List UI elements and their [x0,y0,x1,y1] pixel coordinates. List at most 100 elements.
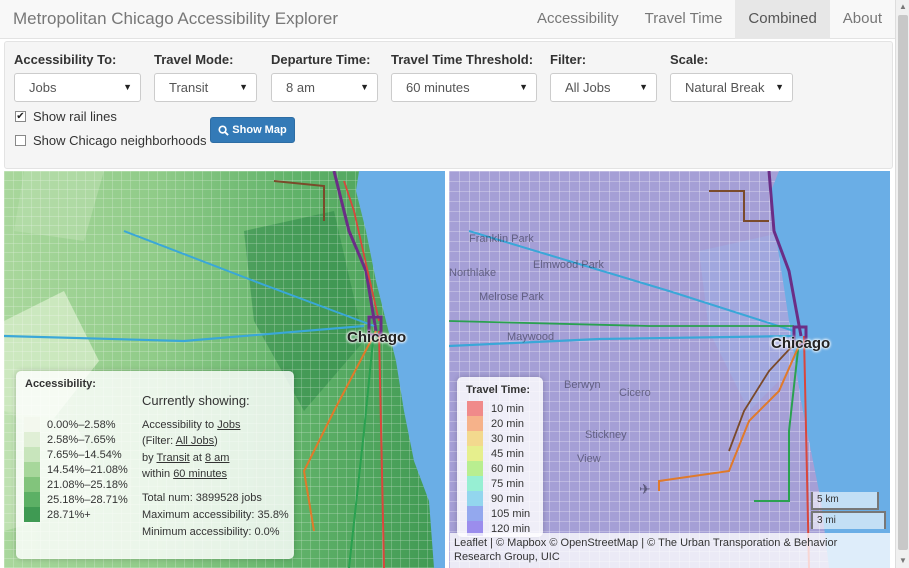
travel-time-legend: Travel Time: 10 min 20 min 30 min 45 min… [457,377,543,537]
legend-swatch [467,431,483,446]
caret-down-icon: ▼ [360,82,369,92]
summary-text: ) [214,435,218,447]
show-map-button[interactable]: Show Map [210,117,295,143]
scale-bar-mi: 3 mi [811,511,886,529]
legend-label: 28.71%+ [47,508,91,521]
legend-label: 45 min [491,447,525,460]
caret-down-icon: ▼ [639,82,648,92]
legend-label: 60 min [491,462,525,475]
accessibility-map[interactable]: Chicago Accessibility: 0.00%–2.58% 2.58%… [4,171,445,568]
app-title[interactable]: Metropolitan Chicago Accessibility Explo… [13,9,339,28]
departure-time-value: 8 am [286,80,315,95]
summary-target-link[interactable]: Jobs [217,419,241,431]
summary-time-link[interactable]: 8 am [205,452,230,464]
show-rail-row: ✔ Show rail lines [15,109,117,124]
tab-travel-time[interactable]: Travel Time [644,10,723,27]
show-rail-checkbox[interactable]: ✔ [15,111,26,122]
legend-swatch [467,416,483,431]
legend-label: 120 min [491,522,531,535]
legend-swatch [467,491,483,506]
caret-down-icon: ▼ [239,82,248,92]
summary-filter-link[interactable]: All Jobs [175,435,215,447]
tab-accessibility[interactable]: Accessibility [536,10,619,27]
place-label: Melrose Park [479,291,544,303]
show-rail-label[interactable]: Show rail lines [33,109,117,124]
summary-target-line: Accessibility to Jobs [142,419,240,431]
accessibility-to-value: Jobs [29,80,57,95]
summary-mode-line: by Transit at 8 am [142,452,229,464]
departure-time-label: Departure Time: [271,52,371,67]
legend-item: 2.58%–7.65% [24,432,116,447]
legend-item: 60 min [467,461,524,476]
place-label: Cicero [619,387,651,399]
summary-total: Total num: 3899528 jobs [142,492,262,504]
scale-select[interactable]: Natural Break ▼ [670,73,793,102]
threshold-value: 60 minutes [406,80,470,95]
legend-swatch [467,476,483,491]
legend-label: 10 min [491,402,525,415]
summary-threshold-link[interactable]: 60 minutes [173,468,227,480]
summary-mode-link[interactable]: Transit [156,452,190,464]
scroll-down-arrow-icon[interactable]: ▼ [899,556,907,565]
legend-item: 90 min [467,491,524,506]
legend-swatch [24,507,40,522]
filter-select[interactable]: All Jobs ▼ [550,73,657,102]
legend-item: 14.54%–21.08% [24,462,128,477]
legend-label: 7.65%–14.54% [47,448,122,461]
legend-swatch [24,417,40,432]
legend-item: 105 min [467,506,530,521]
legend-label: 0.00%–2.58% [47,418,116,431]
legend-swatch [24,492,40,507]
accessibility-legend: Accessibility: 0.00%–2.58% 2.58%–7.65% 7… [16,371,294,559]
legend-item: 21.08%–25.18% [24,477,128,492]
threshold-control: Travel Time Threshold: 60 minutes ▼ [391,52,537,102]
filter-label: Filter: [550,52,587,67]
travel-mode-control: Travel Mode: Transit ▼ [154,52,257,102]
summary-text: Accessibility to [142,419,218,431]
departure-time-select[interactable]: 8 am ▼ [271,73,378,102]
summary-threshold-line: within 60 minutes [142,468,227,480]
filter-value: All Jobs [565,80,611,95]
travel-mode-label: Travel Mode: [154,52,234,67]
place-label: Berwyn [564,379,601,391]
legend-item: 10 min [467,401,524,416]
show-neighborhoods-checkbox[interactable] [15,135,26,146]
control-panel: Accessibility To: Jobs ▼ Travel Mode: Tr… [4,41,893,169]
scroll-up-arrow-icon[interactable]: ▲ [899,2,907,11]
legend-label: 25.18%–28.71% [47,493,128,506]
show-neighborhoods-label[interactable]: Show Chicago neighborhoods [33,133,207,148]
legend-item: 20 min [467,416,524,431]
currently-showing-heading: Currently showing: [142,393,250,408]
tab-combined[interactable]: Combined [735,0,830,39]
legend-item: 0.00%–2.58% [24,417,116,432]
scroll-thumb[interactable] [898,15,908,550]
legend-label: 20 min [491,417,525,430]
place-label: Northlake [449,267,497,279]
legend-swatch [24,447,40,462]
travel-time-legend-title: Travel Time: [466,384,530,396]
filter-control: Filter: All Jobs ▼ [550,52,657,102]
accessibility-to-select[interactable]: Jobs ▼ [14,73,141,102]
map-attribution[interactable]: Leaflet | © Mapbox © OpenStreetMap | © T… [450,533,890,568]
travel-mode-value: Transit [169,80,209,95]
legend-swatch [24,477,40,492]
summary-text: within [142,468,174,480]
tab-about[interactable]: About [842,10,882,27]
accessibility-legend-title: Accessibility: [25,378,96,390]
page-scrollbar[interactable]: ▲ ▼ [895,0,909,568]
summary-text: (Filter: [142,435,176,447]
legend-item: 45 min [467,446,524,461]
threshold-select[interactable]: 60 minutes ▼ [391,73,537,102]
legend-swatch [467,401,483,416]
travel-mode-select[interactable]: Transit ▼ [154,73,257,102]
legend-label: 2.58%–7.65% [47,433,116,446]
show-map-label: Show Map [232,124,287,136]
legend-label: 30 min [491,432,525,445]
legend-item: 25.18%–28.71% [24,492,128,507]
departure-time-control: Departure Time: 8 am ▼ [271,52,378,102]
place-label: Stickney [585,429,627,441]
travel-time-map[interactable]: Chicago Franklin Park Elmwood Park North… [449,171,890,568]
summary-text: at [189,452,205,464]
legend-item: 7.65%–14.54% [24,447,122,462]
summary-filter-line: (Filter: All Jobs) [142,435,218,447]
